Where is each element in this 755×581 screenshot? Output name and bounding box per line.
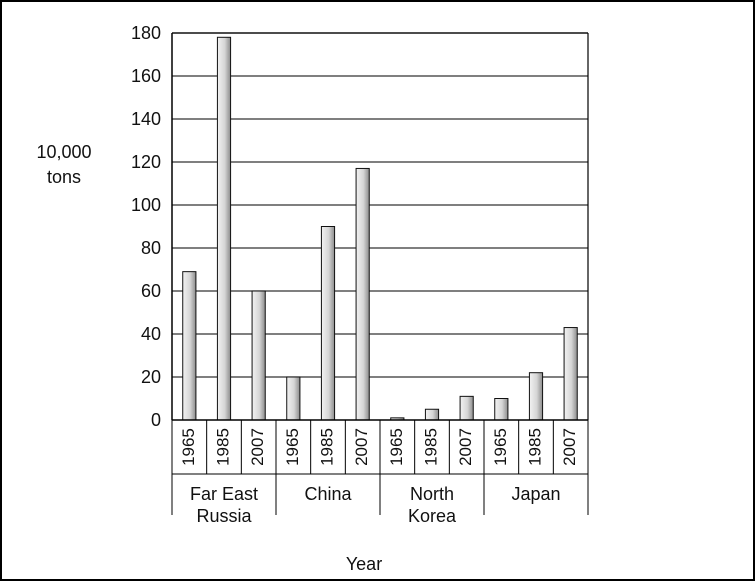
year-label: 1965 bbox=[179, 428, 198, 466]
group-label-line1: China bbox=[304, 484, 352, 504]
y-tick-label: 0 bbox=[151, 410, 161, 430]
y-axis-label-line2: tons bbox=[47, 167, 81, 187]
group-label-line1: Far East bbox=[190, 484, 258, 504]
y-tick-label: 100 bbox=[131, 195, 161, 215]
bar bbox=[320, 226, 336, 421]
year-label: 2007 bbox=[560, 428, 579, 466]
bar bbox=[459, 395, 474, 421]
bar bbox=[251, 290, 266, 421]
year-label: 1965 bbox=[283, 428, 302, 466]
year-label: 2007 bbox=[456, 428, 475, 466]
y-tick-label: 180 bbox=[131, 23, 161, 43]
y-tick-label: 160 bbox=[131, 66, 161, 86]
y-tick-label: 60 bbox=[141, 281, 161, 301]
group-label-line2: Russia bbox=[196, 506, 252, 526]
group-label-line1: Japan bbox=[511, 484, 560, 504]
gridlines bbox=[172, 32, 588, 378]
bars bbox=[182, 36, 578, 421]
y-axis-label-line1: 10,000 bbox=[36, 142, 91, 162]
labels: 0 20 40 60 80 100 120 140 160 180 1965 1985 2007 Far … bbox=[131, 23, 579, 526]
bar bbox=[182, 271, 197, 421]
bar bbox=[494, 398, 509, 421]
year-label: 2007 bbox=[352, 428, 371, 466]
bar bbox=[424, 408, 440, 421]
x-axis-label: Year bbox=[346, 554, 382, 574]
bar bbox=[286, 376, 301, 421]
year-label: 1965 bbox=[491, 428, 510, 466]
year-label: 1985 bbox=[317, 428, 336, 466]
y-tick-label: 20 bbox=[141, 367, 161, 387]
year-label: 1985 bbox=[213, 428, 232, 466]
bar bbox=[563, 327, 578, 421]
bar bbox=[355, 167, 370, 421]
bar bbox=[216, 36, 232, 421]
year-label: 1965 bbox=[387, 428, 406, 466]
y-tick-label: 80 bbox=[141, 238, 161, 258]
year-label: 1985 bbox=[525, 428, 544, 466]
axes bbox=[171, 32, 589, 515]
y-tick-label: 40 bbox=[141, 324, 161, 344]
bar bbox=[528, 372, 544, 421]
group-label-line1: North bbox=[410, 484, 454, 504]
group-label-line2: Korea bbox=[408, 506, 457, 526]
y-tick-label: 120 bbox=[131, 152, 161, 172]
y-tick-label: 140 bbox=[131, 109, 161, 129]
year-label: 2007 bbox=[248, 428, 267, 466]
year-label: 1985 bbox=[421, 428, 440, 466]
